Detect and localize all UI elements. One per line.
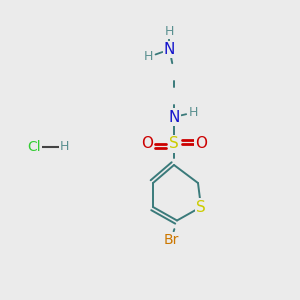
Text: N: N <box>164 42 175 57</box>
Text: Cl: Cl <box>28 140 41 154</box>
Text: O: O <box>195 136 207 152</box>
Text: S: S <box>169 136 179 152</box>
Text: H: H <box>165 25 174 38</box>
Text: O: O <box>141 136 153 152</box>
Text: H: H <box>144 50 153 64</box>
Text: S: S <box>196 200 206 214</box>
Text: H: H <box>189 106 198 119</box>
Text: H: H <box>60 140 69 154</box>
Text: N: N <box>168 110 180 124</box>
Text: Br: Br <box>163 233 179 247</box>
